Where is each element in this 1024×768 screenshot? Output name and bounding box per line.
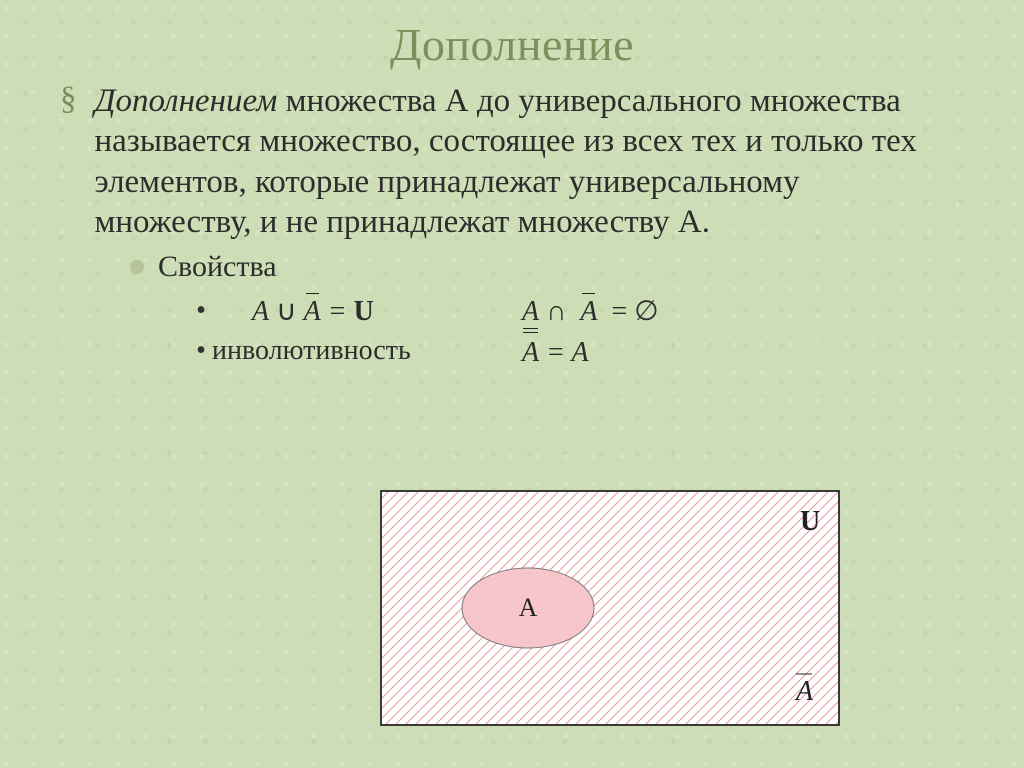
math-U: U bbox=[354, 296, 374, 327]
math-eq: = bbox=[321, 296, 354, 327]
math-empty: ∅ bbox=[634, 296, 658, 327]
definition-text: Дополнением множества А до универсальног… bbox=[95, 81, 965, 242]
property-row-1: • A ∪ A = U A ∩ A = ∅ bbox=[190, 294, 964, 328]
venn-diagram: A U A bbox=[380, 490, 840, 726]
slide-title: Дополнение bbox=[60, 18, 964, 71]
math-A3: A bbox=[572, 337, 589, 368]
property-row-2: • инволютивность A = A bbox=[190, 332, 964, 369]
svg-text:A: A bbox=[519, 593, 538, 622]
math-A2: A bbox=[522, 296, 539, 327]
prop2-label: инволютивность bbox=[212, 335, 482, 367]
definition-bullet: § Дополнением множества А до универсальн… bbox=[60, 81, 964, 242]
svg-text:A: A bbox=[794, 676, 814, 707]
math-eq3: = bbox=[539, 337, 571, 368]
math-Adbl: A bbox=[522, 332, 539, 369]
prop1-right: A ∩ A = ∅ bbox=[522, 294, 659, 328]
section-icon: § bbox=[60, 81, 77, 118]
math-A: A bbox=[252, 296, 269, 327]
prop2-eq: A = A bbox=[482, 332, 589, 369]
properties-list: • A ∪ A = U A ∩ A = ∅ • инволютивность A… bbox=[190, 294, 964, 369]
svg-text:U: U bbox=[800, 506, 820, 537]
math-eq2: = bbox=[604, 296, 634, 327]
prop1-left: A ∪ A = U bbox=[212, 294, 522, 328]
properties-heading: Свойства bbox=[130, 250, 964, 284]
definition-emph: Дополнением bbox=[95, 83, 278, 119]
content: Дополнение § Дополнением множества А до … bbox=[0, 0, 1024, 369]
math-Abar: A bbox=[304, 294, 321, 328]
properties-block: Свойства • A ∪ A = U A ∩ A = ∅ • инволют… bbox=[130, 250, 964, 369]
bullet-dot-icon: • bbox=[190, 295, 212, 327]
dot-icon bbox=[130, 260, 144, 274]
slide: Дополнение § Дополнением множества А до … bbox=[0, 0, 1024, 768]
bullet-dot-icon: • bbox=[190, 335, 212, 367]
math-union: ∪ bbox=[269, 296, 304, 327]
properties-label: Свойства bbox=[158, 250, 277, 284]
venn-svg: A U A bbox=[380, 490, 840, 726]
math-Abar2: A bbox=[580, 294, 597, 328]
math-inter: ∩ bbox=[539, 296, 573, 327]
